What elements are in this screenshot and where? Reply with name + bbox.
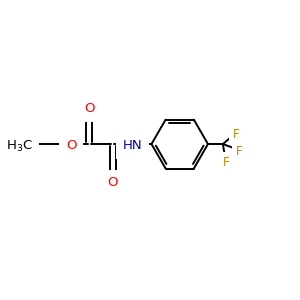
Text: F: F (222, 156, 229, 169)
Text: O: O (66, 139, 76, 152)
Text: HN: HN (122, 139, 142, 152)
Text: H$_3$C: H$_3$C (6, 139, 33, 154)
Text: O: O (84, 102, 94, 115)
Text: O: O (108, 176, 118, 189)
Text: F: F (232, 128, 239, 141)
Text: F: F (236, 145, 242, 158)
